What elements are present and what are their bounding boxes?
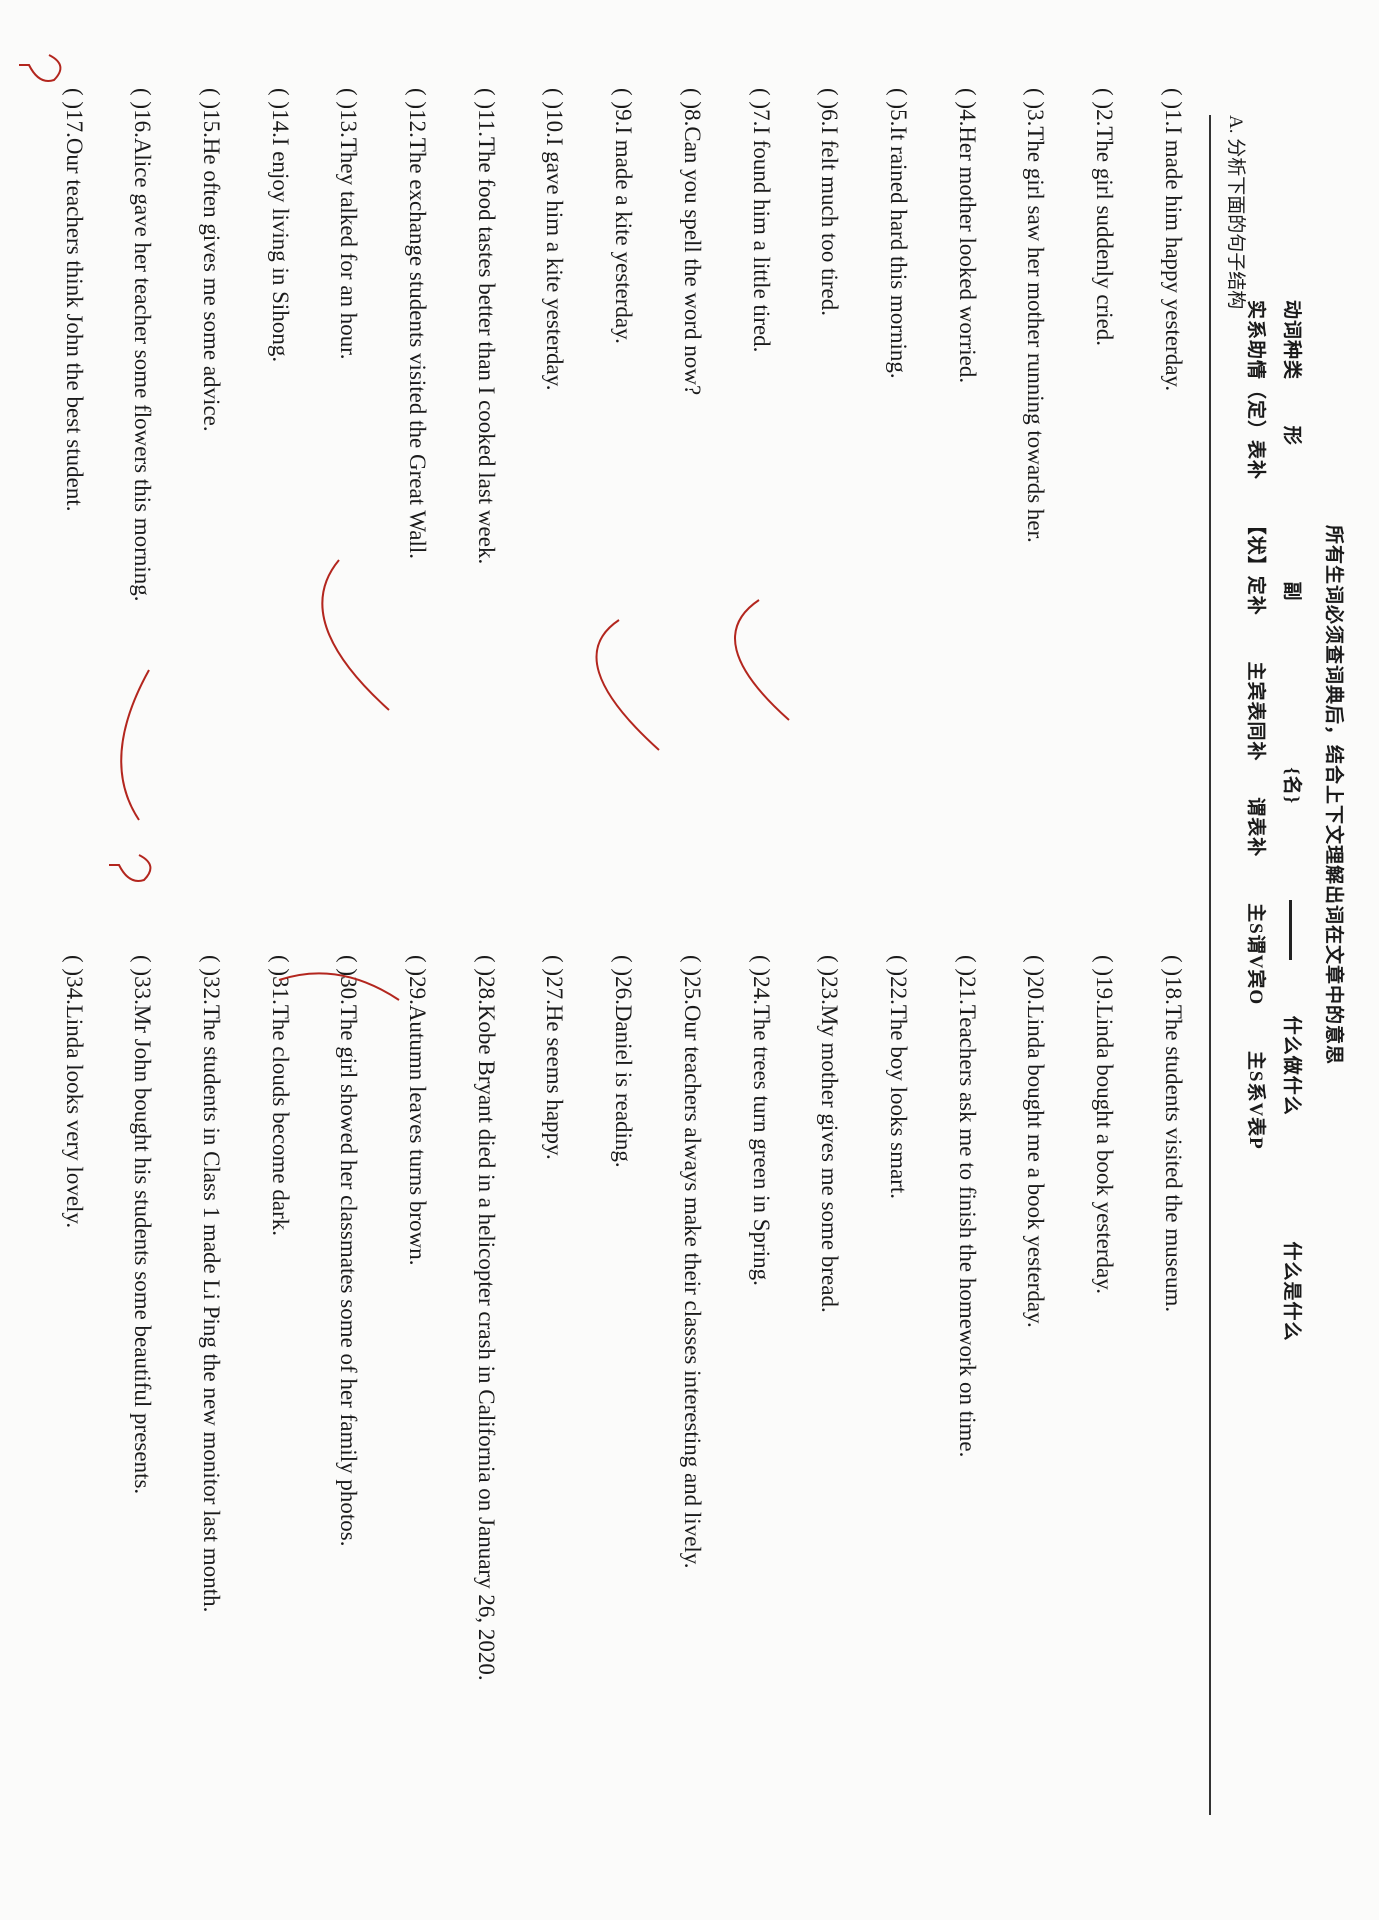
header-cell: 什么是什么 <box>1281 1241 1302 1342</box>
exercise-sentence: ( )24.The trees turn green in Spring. <box>748 955 774 1286</box>
exercise-sentence: ( )2.The girl suddenly cried. <box>1091 88 1117 347</box>
red-check-mark <box>734 599 790 721</box>
exercise-sentence: ( )34.Linda looks very lovely. <box>61 955 87 1229</box>
exercise-sentence: ( )6.I felt much too tired. <box>817 88 843 317</box>
header-cell: 实系助情（定）表补 <box>1245 300 1266 481</box>
exercise-sentence: ( )27.He seems happy. <box>542 955 568 1160</box>
red-question-mark <box>19 54 62 82</box>
exercise-sentence: ( )30.The girl showed her classmates som… <box>336 955 362 1547</box>
exercise-sentence: ( )10.I gave him a kite yesterday. <box>542 88 568 391</box>
exercise-sentence: ( )4.Her mother looked worried. <box>954 88 980 384</box>
header-cell: 【状】定补 <box>1245 515 1266 616</box>
exercise-sentence: ( )18.The students visited the museum. <box>1160 955 1186 1313</box>
header-cell: 主S系V表P <box>1245 1050 1266 1150</box>
exercise-sentence: ( )26.Daniel is reading. <box>611 955 637 1168</box>
header-dash <box>1288 900 1292 961</box>
red-check-mark <box>120 669 150 821</box>
exercise-sentence: ( )16.Alice gave her teacher some flower… <box>130 88 156 602</box>
exercise-sentence: ( )32.The students in Class 1 made Li Pi… <box>199 955 225 1613</box>
header-cell: 形 <box>1281 425 1302 446</box>
exercise-sentence: ( )20.Linda bought me a book yesterday. <box>1023 955 1049 1328</box>
right-column: ( )18.The students visited the museum. ( … <box>39 955 1207 1681</box>
left-column: ( )1.I made him happy yesterday. ( )2.The… <box>39 88 1207 602</box>
exercise-sentence: ( )12.The exchange students visited the … <box>405 88 431 559</box>
header-row-1: 动词种类 形 副 {名} 什么做什么 什么是什么 <box>1280 300 1307 1342</box>
exercise-sentence: ( )23.My mother gives me some bread. <box>817 955 843 1313</box>
exercise-sentence: ( )31.The clouds become dark. <box>267 955 293 1237</box>
header-cell: 什么做什么 <box>1281 1015 1302 1116</box>
section-title: A. 分析下面的句子结构 <box>1225 115 1246 310</box>
header-cell: {名} <box>1281 767 1302 805</box>
red-check-mark <box>595 619 660 751</box>
exercise-sentence: ( )17.Our teachers think John the best s… <box>61 88 87 512</box>
header-row-2: 实系助情（定）表补 【状】定补 主宾表同补 谓表补 主S谓V宾O 主S系V表P <box>1244 300 1271 1150</box>
exercise-sentence: ( )1.I made him happy yesterday. <box>1160 88 1186 392</box>
exercise-sentence: ( )8.Can you spell the word now? <box>679 88 705 396</box>
header-cell: 主宾表同补 <box>1245 661 1266 762</box>
exercise-sentence: ( )21.Teachers ask me to finish the home… <box>954 955 980 1458</box>
exercise-sentence: ( )28.Kobe Bryant died in a helicopter c… <box>473 955 499 1681</box>
red-question-mark <box>109 854 152 882</box>
header-cell: 动词种类 <box>1281 300 1302 381</box>
header-cell: 主S谓V宾O <box>1245 903 1266 1006</box>
exercise-sentence: ( )29.Autumn leaves turns brown. <box>405 955 431 1266</box>
header-cell: 副 <box>1281 581 1302 602</box>
header-divider <box>1209 115 1211 1815</box>
exercise-sentence: ( )3.The girl saw her mother running tow… <box>1023 88 1049 543</box>
exercise-sentence: ( )33.Mr John bought his students some b… <box>130 955 156 1495</box>
exercise-sentence: ( )7.I found him a little tired. <box>748 88 774 353</box>
exercise-sentence: ( )25.Our teachers always make their cla… <box>679 955 705 1569</box>
exercise-sentence: ( )14.I enjoy living in Sihong. <box>267 88 293 363</box>
exercise-sentence: ( )15.He often gives me some advice. <box>199 88 225 432</box>
exercise-sentence: ( )5.It rained hard this morning. <box>885 88 911 379</box>
exercise-sentence: ( )9.I made a kite yesterday. <box>611 88 637 344</box>
exercise-sentence: ( )11.The food tastes better than I cook… <box>473 88 499 565</box>
exercise-sentence: ( )13.They talked for an hour. <box>336 88 362 360</box>
exercise-sentence: ( )22.The boy looks smart. <box>885 955 911 1200</box>
header-instruction: 所有生词必须查词典后，结合上下文理解出词在文章中的意思 <box>1323 525 1344 1066</box>
header-cell: 谓表补 <box>1245 797 1266 858</box>
exercise-sentence: ( )19.Linda bought a book yesterday. <box>1091 955 1117 1294</box>
